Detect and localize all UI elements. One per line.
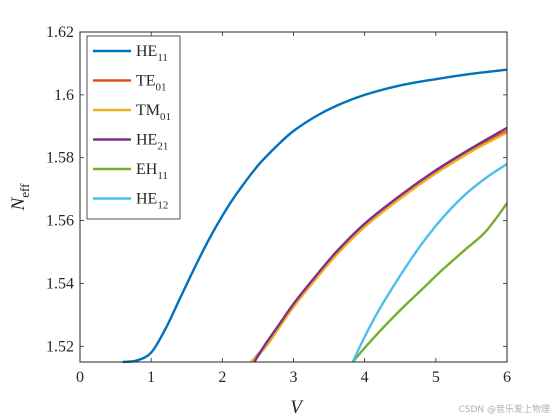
series-line-eh11	[351, 202, 508, 363]
y-tick-label: 1.62	[46, 24, 74, 41]
legend-box	[86, 35, 181, 220]
y-axis-title: Neff	[8, 183, 32, 212]
legend-label: TM01	[136, 102, 171, 123]
x-tick-label: 5	[432, 369, 440, 386]
legend-label: HE21	[136, 132, 168, 153]
legend-label: TE01	[136, 73, 167, 94]
y-tick-label: 1.56	[46, 213, 74, 230]
y-tick-label: 1.52	[46, 338, 74, 355]
svg-text:Neff: Neff	[8, 183, 32, 212]
y-tick-label: 1.58	[46, 150, 74, 167]
legend-label: EH11	[136, 161, 168, 182]
legend: HE11 TE01 TM01 HE21 EH11 HE12	[86, 35, 181, 220]
watermark: CSDN @音乐爱上物理	[458, 403, 550, 415]
x-axis-title: V	[290, 397, 304, 418]
legend-label: HE12	[136, 191, 168, 212]
tick-labels: 0 1 2 3 4 5 6 1.52 1.54 1.56 1.58 1.6 1.62	[46, 24, 511, 386]
series-line-he12	[351, 162, 508, 363]
ticks	[79, 31, 508, 362]
series-line-tm01	[250, 131, 508, 363]
y-tick-label: 1.54	[46, 275, 74, 292]
series-line-he21	[253, 126, 508, 363]
y-tick-label: 1.6	[54, 87, 74, 104]
y-axis-title-sub: eff	[17, 183, 32, 198]
x-tick-label: 3	[290, 369, 298, 386]
plot-lines	[122, 68, 508, 364]
series-line-he11	[122, 68, 508, 364]
x-tick-label: 1	[147, 369, 155, 386]
x-tick-label: 6	[503, 369, 511, 386]
x-tick-label: 0	[76, 369, 84, 386]
y-axis-title-main: N	[8, 196, 29, 211]
x-tick-label: 4	[361, 369, 369, 386]
legend-label: HE11	[136, 43, 168, 64]
x-tick-label: 2	[218, 369, 226, 386]
